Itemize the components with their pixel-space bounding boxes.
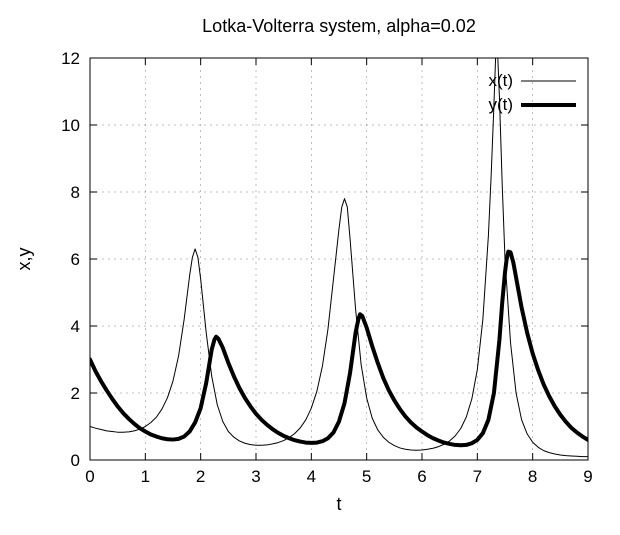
x-tick-label: 1	[141, 467, 150, 486]
lotka-volterra-chart: 0123456789024681012Lotka-Volterra system…	[0, 0, 620, 535]
x-tick-label: 3	[251, 467, 260, 486]
x-tick-label: 8	[528, 467, 537, 486]
x-tick-label: 9	[583, 467, 592, 486]
y-axis-label: x,y	[14, 247, 34, 270]
x-tick-label: 7	[473, 467, 482, 486]
y-tick-label: 12	[61, 49, 80, 68]
y-tick-label: 2	[71, 384, 80, 403]
y-tick-label: 10	[61, 116, 80, 135]
x-tick-label: 2	[196, 467, 205, 486]
x-tick-label: 0	[85, 467, 94, 486]
y-tick-label: 8	[71, 183, 80, 202]
x-axis-label: t	[336, 494, 341, 514]
chart-title: Lotka-Volterra system, alpha=0.02	[202, 16, 476, 36]
y-tick-label: 6	[71, 250, 80, 269]
x-tick-label: 4	[307, 467, 316, 486]
x-tick-label: 5	[362, 467, 371, 486]
chart-container: 0123456789024681012Lotka-Volterra system…	[0, 0, 620, 535]
y-tick-label: 4	[71, 317, 80, 336]
y-tick-label: 0	[71, 451, 80, 470]
legend-label-x: x(t)	[488, 71, 513, 90]
x-tick-label: 6	[417, 467, 426, 486]
legend-label-y: y(t)	[488, 95, 513, 114]
